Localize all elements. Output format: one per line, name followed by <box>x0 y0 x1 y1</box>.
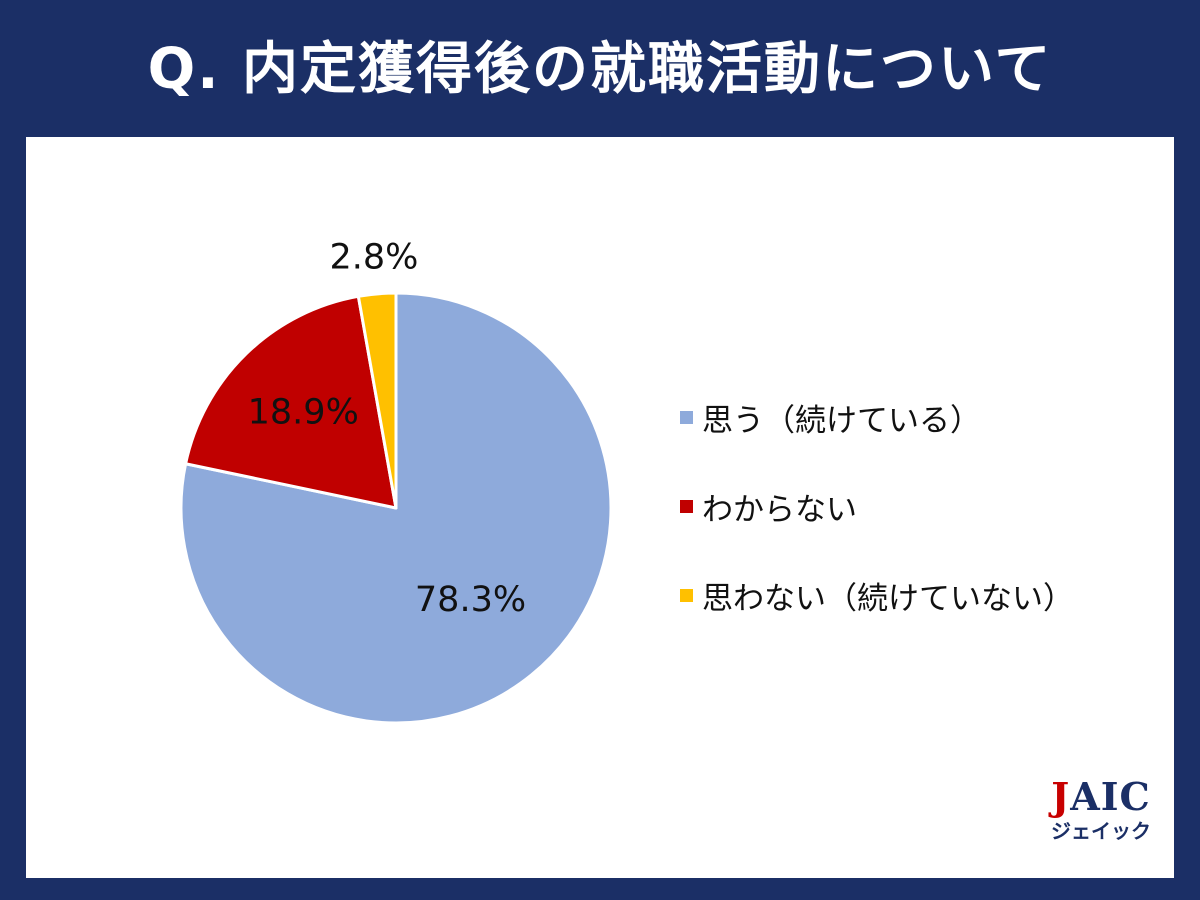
logo-rest: AIC <box>1070 774 1151 819</box>
chart-legend: 思う（続けている） わからない思わない（続けていない） <box>680 395 1074 662</box>
pie-data-label: 2.8% <box>329 237 418 277</box>
legend-swatch <box>680 411 693 424</box>
legend-item: 思う（続けている） <box>680 395 1074 440</box>
legend-item: 思わない（続けていない） <box>680 573 1074 618</box>
page-title: Q. 内定獲得後の就職活動について <box>147 37 1053 102</box>
pie-chart: 78.3% 18.9% 2.8% <box>179 237 613 725</box>
logo-subtitle: ジェイック <box>1051 819 1151 843</box>
legend-label: 思う（続けている） <box>702 403 981 439</box>
pie-data-label: 78.3% <box>415 580 526 620</box>
legend-label: わからない <box>702 492 857 528</box>
legend-item: わからない <box>680 484 1074 529</box>
pie-data-label: 18.9% <box>248 392 359 432</box>
legend-swatch <box>680 500 693 513</box>
chart-panel: 78.3% 18.9% 2.8% 思う（続けている） わからない思わない（続けていない… <box>26 137 1174 878</box>
legend-swatch <box>680 589 693 602</box>
pie-slice <box>356 291 398 510</box>
jaic-logo: JAIC ジェイック <box>1036 777 1166 857</box>
logo-j: J <box>1051 774 1071 819</box>
pie-slice <box>184 294 398 510</box>
logo-mark: JAIC <box>1036 777 1166 817</box>
legend-label: 思わない（続けていない） <box>702 581 1074 617</box>
